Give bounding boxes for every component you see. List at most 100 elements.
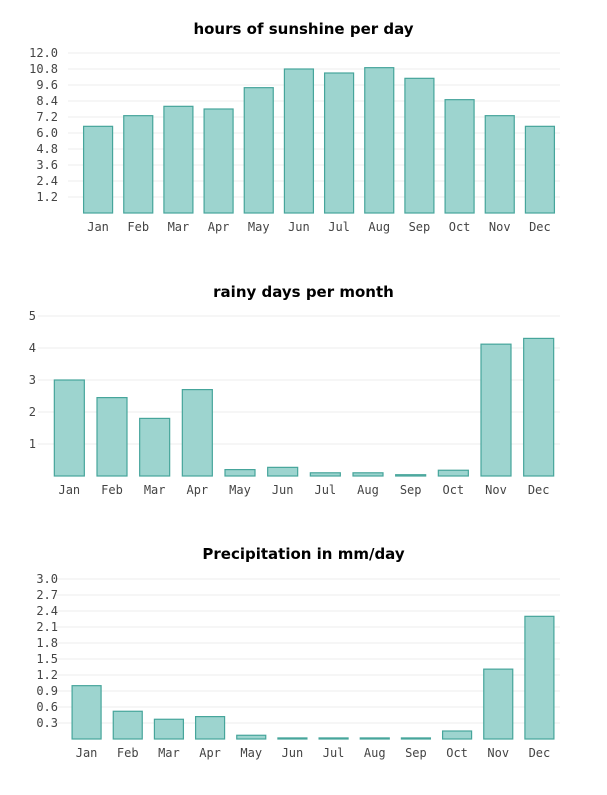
x-tick-label: Oct <box>442 483 464 497</box>
y-tick-label: 3.6 <box>36 158 58 172</box>
bar-jan <box>82 125 114 214</box>
x-tick-label: Jan <box>58 483 80 497</box>
y-tick-label: 2.4 <box>36 174 58 188</box>
bar-may <box>243 87 274 214</box>
x-tick-label: Dec <box>529 746 551 760</box>
y-tick-label: 2.7 <box>36 588 58 602</box>
x-tick-label: Oct <box>449 220 471 234</box>
sunshine-chart: 12.0 10.8 9.6 8.4 7.2 6.0 4.8 3.6 2.4 1.2 Jan Feb Ma… <box>29 46 560 234</box>
x-tick-label: Jul <box>328 220 350 234</box>
chart-title-rainy-days: rainy days per month <box>213 283 394 301</box>
x-tick-label: Apr <box>208 220 230 234</box>
x-tick-label: Sep <box>409 220 431 234</box>
bar-jan <box>53 379 85 477</box>
x-tick-label: May <box>248 220 270 234</box>
y-tick-label: 2 <box>29 405 36 419</box>
bar-apr <box>203 108 234 214</box>
y-tick-label: 1.8 <box>36 636 58 650</box>
x-tick-label: May <box>229 483 251 497</box>
x-tick-label: Jul <box>314 483 336 497</box>
x-tick-label: Oct <box>446 746 468 760</box>
x-tick-label: Apr <box>186 483 208 497</box>
bar-feb <box>96 396 128 477</box>
y-tick-label: 4 <box>29 341 36 355</box>
bar-nov <box>480 343 512 477</box>
x-tick-label: May <box>240 746 262 760</box>
x-tick-label: Jun <box>282 746 304 760</box>
bar-mar <box>163 105 194 214</box>
y-tick-label: 1.2 <box>36 668 58 682</box>
x-tick-label: Jan <box>87 220 109 234</box>
bar-feb <box>112 710 143 740</box>
chart-title-sunshine: hours of sunshine per day <box>193 20 414 38</box>
y-tick-label: 3.0 <box>36 572 58 586</box>
y-tick-label: 3 <box>29 373 36 387</box>
x-tick-label: Apr <box>199 746 221 760</box>
bar-jun <box>277 737 308 740</box>
x-tick-label: Jun <box>272 483 294 497</box>
bar-nov <box>483 668 514 740</box>
bar-sep <box>395 474 427 477</box>
y-tick-label: 10.8 <box>29 62 58 76</box>
x-tick-label: Nov <box>487 746 509 760</box>
x-tick-label: Mar <box>158 746 180 760</box>
y-tick-label: 6.0 <box>36 126 58 140</box>
rainy-days-chart: 5 4 3 2 1 Jan Feb Mar Apr May Jun Jul Aug Sep Oct Nov De… <box>29 309 560 497</box>
x-tick-label: Jan <box>76 746 98 760</box>
x-tick-label: Sep <box>405 746 427 760</box>
y-tick-label: 1.2 <box>36 190 58 204</box>
x-tick-label: Jul <box>323 746 345 760</box>
x-tick-label: Feb <box>117 746 139 760</box>
y-tick-label: 1 <box>29 437 36 451</box>
y-tick-label: 1.5 <box>36 652 58 666</box>
y-tick-label: 2.4 <box>36 604 58 618</box>
bar-oct <box>444 99 475 214</box>
x-tick-label: Aug <box>357 483 379 497</box>
y-tick-label: 7.2 <box>36 110 58 124</box>
chart-title-precipitation: Precipitation in mm/day <box>202 545 405 563</box>
bar-jul <box>318 737 349 740</box>
bar-sep <box>400 737 432 740</box>
bar-jun <box>267 466 299 477</box>
y-tick-label: 4.8 <box>36 142 58 156</box>
y-tick-label: 8.4 <box>36 94 58 108</box>
y-tick-label: 0.3 <box>36 716 58 730</box>
bar-jul <box>309 472 341 477</box>
bar-dec <box>524 125 556 214</box>
x-tick-label: Mar <box>168 220 190 234</box>
y-tick-label: 0.6 <box>36 700 58 714</box>
bar-aug <box>359 737 390 740</box>
bar-may <box>236 734 267 740</box>
bar-apr <box>194 716 226 740</box>
bar-jul <box>323 72 355 214</box>
bar-oct <box>441 730 473 740</box>
x-tick-label: Nov <box>489 220 511 234</box>
y-tick-label: 9.6 <box>36 78 58 92</box>
x-tick-label: Mar <box>144 483 166 497</box>
bar-mar <box>139 417 171 477</box>
x-tick-label: Feb <box>101 483 123 497</box>
bar-feb <box>123 115 154 214</box>
bar-nov <box>484 115 515 214</box>
bar-mar <box>153 718 185 740</box>
bar-apr <box>181 388 213 477</box>
bar-oct <box>437 469 469 477</box>
bar-sep <box>404 77 435 214</box>
bar-jan <box>71 685 102 740</box>
y-tick-label: 0.9 <box>36 684 58 698</box>
bar-aug <box>364 67 395 214</box>
bar-dec <box>523 337 555 477</box>
x-tick-label: Nov <box>485 483 507 497</box>
x-tick-label: Aug <box>364 746 386 760</box>
y-tick-label: 2.1 <box>36 620 58 634</box>
x-tick-label: Dec <box>528 483 550 497</box>
x-tick-label: Aug <box>368 220 390 234</box>
x-tick-label: Dec <box>529 220 551 234</box>
bar-aug <box>352 472 384 477</box>
bar-may <box>224 469 256 477</box>
precipitation-chart: 3.0 2.7 2.4 2.1 1.8 1.5 1.2 0.9 0.6 0.3 Jan Feb Mar A… <box>36 572 560 760</box>
x-tick-label: Feb <box>127 220 149 234</box>
y-tick-label: 5 <box>29 309 36 323</box>
bar-jun <box>283 68 315 214</box>
bar-dec <box>524 615 555 740</box>
